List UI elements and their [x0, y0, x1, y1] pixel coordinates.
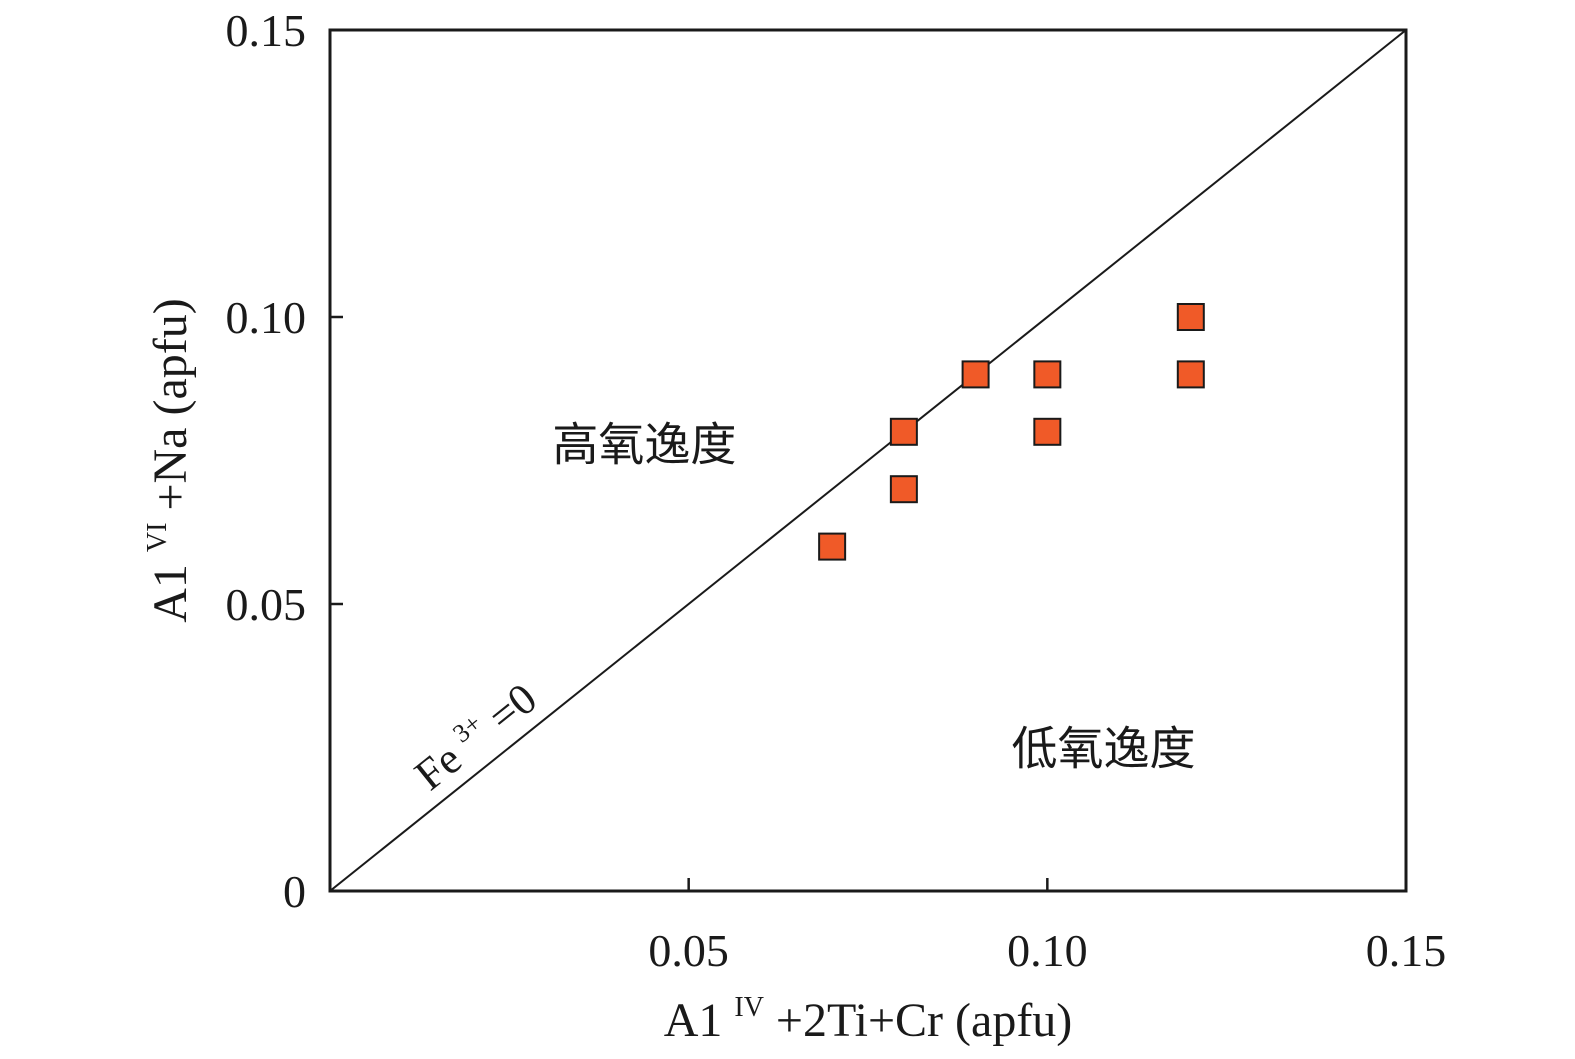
data-point	[1176, 303, 1205, 331]
x-axis-title: A1 IV +2Ti+Cr (apfu)	[664, 974, 1073, 1047]
y-tick-label: 0.05	[226, 579, 307, 630]
region-annotation: 低氧逸度	[1011, 722, 1195, 776]
data-point	[1176, 360, 1205, 389]
x-axis-title-rest: +2Ti+Cr (apfu)	[776, 994, 1072, 1047]
region-annotation: 高氧逸度	[552, 418, 736, 472]
y-axis-title-superscript: VI	[142, 523, 173, 553]
x-axis-title-base: A1	[664, 994, 723, 1047]
ticks-layer: 0.05 0.10 0.15 0 0.05 0.10 0.15	[226, 5, 1447, 976]
y-tick-label: 0.15	[226, 5, 307, 56]
reference-line	[329, 29, 1407, 892]
x-tick-label: 0.15	[1366, 925, 1447, 976]
x-axis-title-superscript: IV	[734, 992, 764, 1023]
x-tick-label: 0.05	[648, 925, 729, 976]
data-point	[818, 532, 847, 561]
data-point	[961, 360, 990, 389]
y-tick-label: 0	[283, 866, 306, 917]
data-point	[1033, 360, 1062, 389]
reference-line-label-superscript: 3+	[447, 708, 487, 748]
plot-frame	[328, 28, 1408, 893]
x-tick-label: 0.10	[1007, 925, 1088, 976]
y-axis-title: A1 VI +Na (apfu)	[124, 298, 197, 623]
y-axis-title-rest: +Na (apfu)	[144, 298, 197, 510]
data-point	[889, 417, 918, 446]
data-points-layer	[818, 303, 1205, 561]
y-tick-label: 0.10	[226, 292, 307, 343]
data-point	[889, 475, 918, 504]
reference-line-layer	[329, 29, 1407, 892]
data-point	[1033, 417, 1062, 446]
y-axis-title-base: A1	[144, 564, 197, 623]
reference-line-label-rest: =0	[479, 674, 546, 742]
